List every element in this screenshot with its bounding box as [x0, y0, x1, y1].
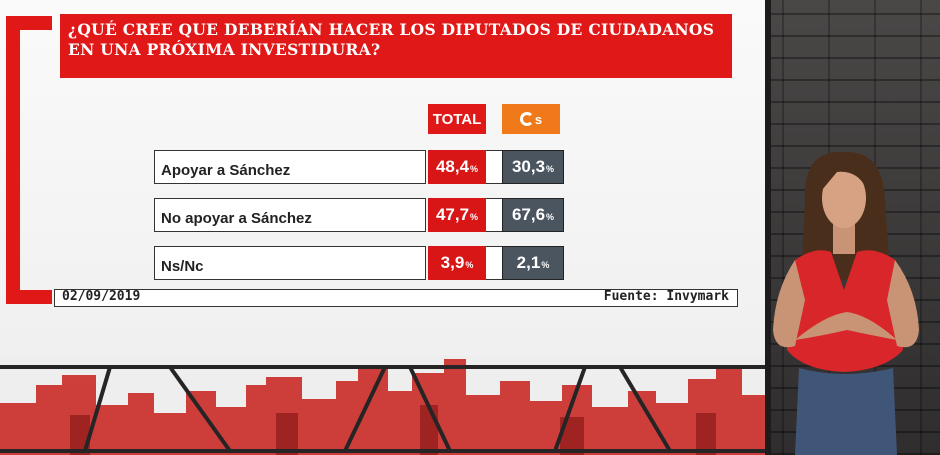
- cs-value-no-apoyar: 67,6%: [502, 198, 564, 232]
- column-header-cs-logo: Cs s: [502, 104, 560, 134]
- row-label-ns-nc: Ns/Nc: [154, 246, 426, 280]
- red-frame-bracket: [6, 16, 20, 304]
- total-value-no-apoyar: 47,7%: [428, 198, 486, 232]
- percent-sign: %: [546, 212, 555, 222]
- total-value-ns-nc: 3,9%: [428, 246, 486, 280]
- video-wall-screen: ¿QUÉ CREE QUE DEBERÍAN HACER LOS DIPUTAD…: [0, 0, 765, 455]
- presenter-woman: [773, 151, 919, 455]
- row-divider: [486, 198, 502, 232]
- city-skyline-decoration: [0, 355, 765, 455]
- poll-source: Fuente: Invymark: [603, 289, 729, 304]
- value-text: 47,7: [435, 205, 470, 224]
- footer-bar: [54, 289, 738, 307]
- row-label-no-apoyar: No apoyar a Sánchez: [154, 198, 426, 232]
- red-frame-top: [6, 16, 52, 30]
- total-value-apoyar: 48,4%: [428, 150, 486, 184]
- value-text: 2,1: [516, 253, 541, 272]
- cs-logo-icon: [519, 112, 534, 126]
- percent-sign: %: [546, 164, 555, 174]
- value-text: 48,4: [435, 157, 470, 176]
- row-divider: [486, 150, 502, 184]
- value-text: 30,3: [511, 157, 546, 176]
- value-text: 3,9: [440, 253, 465, 272]
- poll-date: 02/09/2019: [62, 289, 141, 304]
- screen-bezel: [765, 0, 771, 455]
- percent-sign: %: [541, 260, 550, 270]
- poll-question-title: ¿QUÉ CREE QUE DEBERÍAN HACER LOS DIPUTAD…: [68, 20, 715, 59]
- percent-sign: %: [465, 260, 474, 270]
- title-banner: [60, 14, 732, 78]
- row-divider: [486, 246, 502, 280]
- percent-sign: %: [470, 164, 479, 174]
- value-text: 67,6: [511, 205, 546, 224]
- column-header-total: TOTAL: [428, 104, 486, 134]
- percent-sign: %: [470, 212, 479, 222]
- cs-value-apoyar: 30,3%: [502, 150, 564, 184]
- row-label-apoyar: Apoyar a Sánchez: [154, 150, 426, 184]
- cs-value-ns-nc: 2,1%: [502, 246, 564, 280]
- red-frame-bottom: [6, 290, 52, 304]
